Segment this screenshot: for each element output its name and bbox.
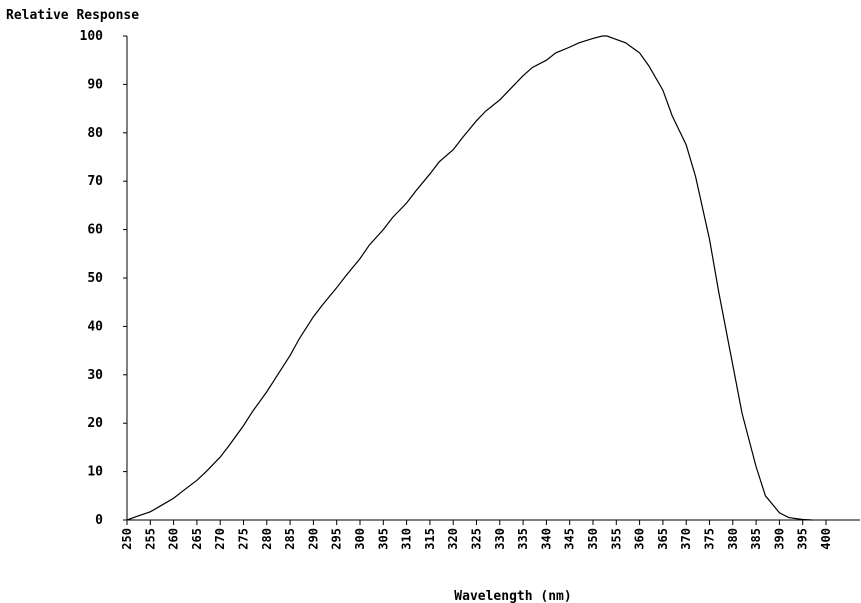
x-tick-label: 285 xyxy=(283,528,297,550)
y-tick-label: 20 xyxy=(87,416,103,431)
x-tick-label: 335 xyxy=(516,528,530,550)
x-tick-label: 395 xyxy=(796,528,810,550)
y-axis-label: Relative Response xyxy=(6,8,139,23)
x-tick-label: 390 xyxy=(772,528,786,550)
y-tick-label: 70 xyxy=(87,174,103,189)
y-tick-label: 80 xyxy=(87,126,103,141)
x-tick-label: 355 xyxy=(609,528,623,550)
x-tick-label: 360 xyxy=(633,528,647,550)
x-tick-label: 340 xyxy=(539,528,553,550)
y-tick-label: 50 xyxy=(87,271,103,286)
x-tick-label: 255 xyxy=(143,528,157,550)
x-tick-label: 375 xyxy=(703,528,717,550)
y-tick-label: 90 xyxy=(87,77,103,92)
y-tick-label: 30 xyxy=(87,368,103,383)
x-tick-label: 330 xyxy=(493,528,507,550)
x-tick-label: 385 xyxy=(749,528,763,550)
y-tick-label: 100 xyxy=(80,29,104,44)
x-tick-label: 310 xyxy=(400,528,414,550)
x-tick-label: 280 xyxy=(260,528,274,550)
x-tick-label: 270 xyxy=(213,528,227,550)
x-tick-label: 275 xyxy=(237,528,251,550)
y-tick-label: 60 xyxy=(87,223,103,238)
x-tick-label: 380 xyxy=(726,528,740,550)
x-tick-label: 325 xyxy=(470,528,484,550)
y-tick-label: 10 xyxy=(87,465,103,480)
x-tick-label: 265 xyxy=(190,528,204,550)
series-points xyxy=(127,36,812,520)
x-tick-label: 320 xyxy=(446,528,460,550)
x-tick-label: 365 xyxy=(656,528,670,550)
x-tick-label: 250 xyxy=(120,528,134,550)
x-tick-label: 370 xyxy=(679,528,693,550)
x-tick-label: 400 xyxy=(819,528,833,550)
x-tick-label: 290 xyxy=(306,528,320,550)
x-tick-label: 305 xyxy=(376,528,390,550)
series-line xyxy=(126,35,813,521)
x-tick-label: 345 xyxy=(563,528,577,550)
x-tick-label: 295 xyxy=(330,528,344,550)
y-tick-label: 40 xyxy=(87,319,103,334)
x-axis-label: Wavelength (nm) xyxy=(454,589,571,603)
x-tick-label: 300 xyxy=(353,528,367,550)
x-ticks: 250 255 260 265 270 275 280 285 290 295 300 305 310 3… xyxy=(120,520,833,550)
x-tick-label: 350 xyxy=(586,528,600,550)
x-tick-label: 260 xyxy=(167,528,181,550)
x-tick-label: 315 xyxy=(423,528,437,550)
y-tick-label: 0 xyxy=(95,513,103,528)
y-ticks: 0 10 20 30 40 50 60 70 80 90 100 xyxy=(80,29,127,528)
